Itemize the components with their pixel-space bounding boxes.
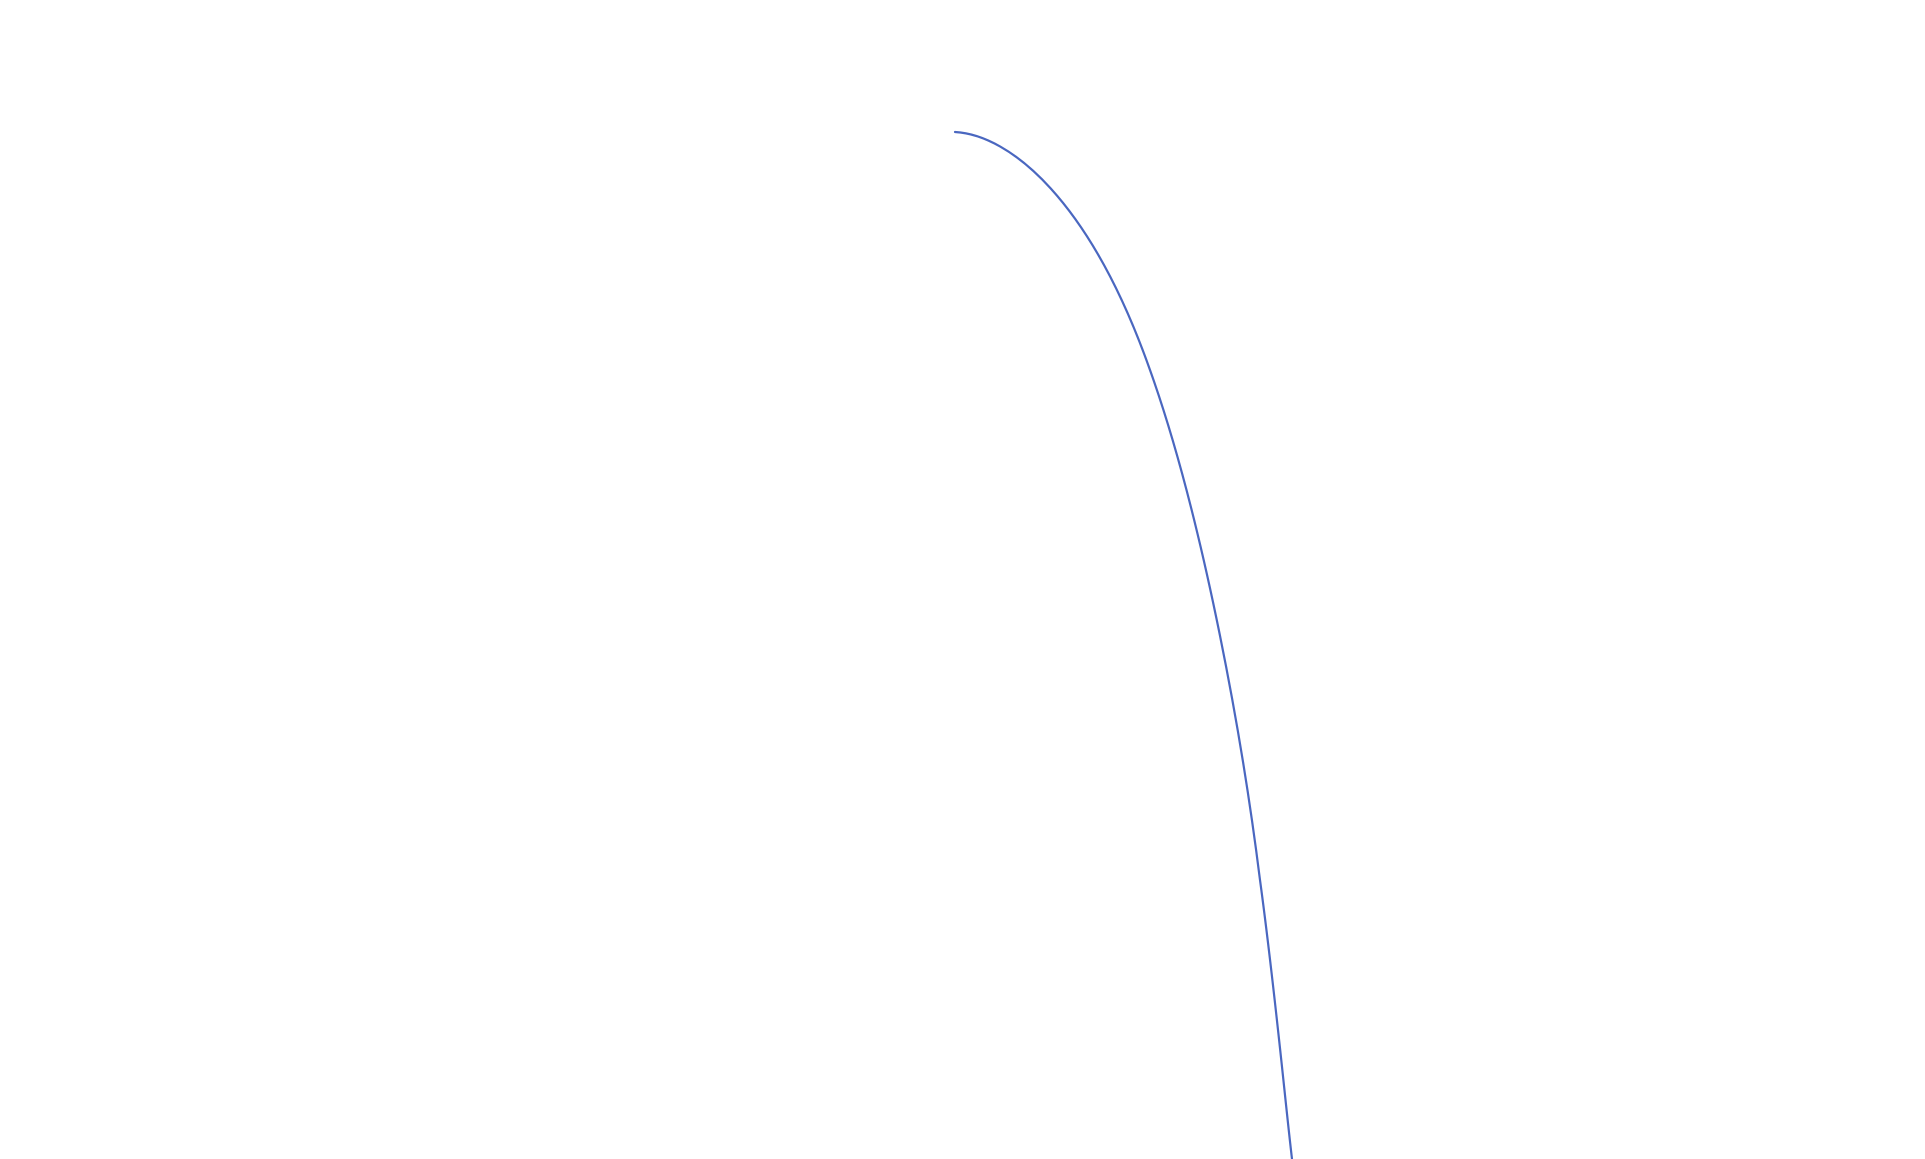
curve-line	[953, 130, 1294, 1159]
